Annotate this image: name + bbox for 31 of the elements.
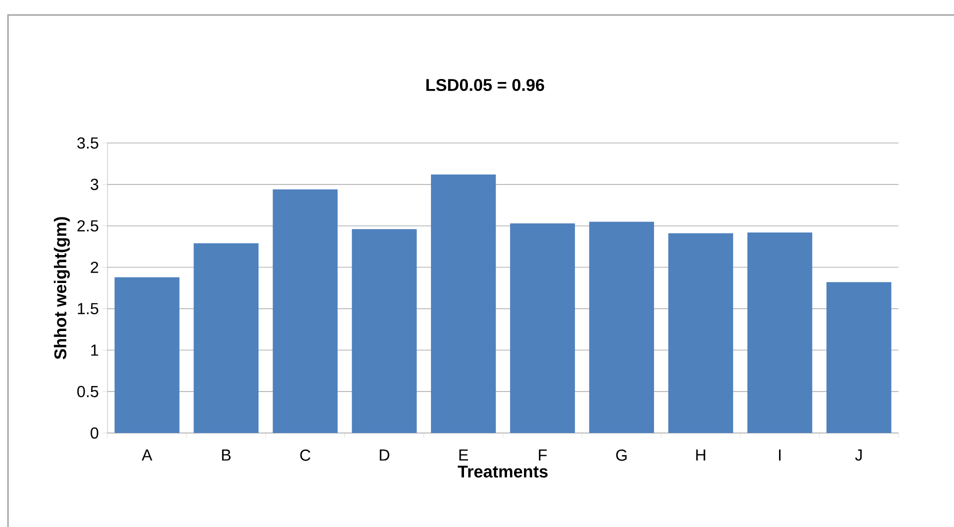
- bar: [668, 233, 734, 433]
- chart-title: LSD0.05 = 0.96: [426, 78, 544, 92]
- bar: [194, 243, 259, 433]
- x-tick-label: B: [222, 450, 231, 461]
- x-tick-label: E: [459, 450, 468, 461]
- x-tick-label: C: [300, 450, 310, 461]
- y-tick-label: 2: [90, 262, 98, 273]
- x-tick-label: H: [696, 450, 706, 461]
- bar: [826, 282, 892, 433]
- x-tick-label: I: [779, 450, 781, 461]
- y-tick-label: 1.5: [78, 303, 98, 314]
- y-tick-label: 0: [90, 427, 98, 439]
- x-axis-title: Treatments: [458, 466, 548, 478]
- bar: [747, 232, 812, 433]
- y-axis-title: Shhot weight(gm): [54, 217, 70, 360]
- bar: [589, 222, 654, 433]
- bar: [510, 223, 575, 433]
- bar: [272, 189, 338, 433]
- y-tick-label: 2.5: [77, 220, 98, 232]
- x-tick-label: F: [538, 450, 547, 461]
- x-tick-label: D: [380, 450, 390, 461]
- x-tick-label: G: [616, 450, 627, 461]
- y-tick-label: 0.5: [77, 386, 98, 398]
- x-tick-label: A: [142, 450, 152, 461]
- y-tick-label: 1: [91, 344, 98, 356]
- y-tick-label: 3.5: [77, 137, 98, 149]
- bar: [114, 277, 180, 433]
- bar: [352, 229, 417, 433]
- bar: [430, 174, 496, 433]
- x-tick-label: J: [855, 450, 862, 461]
- y-tick-label: 3: [90, 178, 98, 190]
